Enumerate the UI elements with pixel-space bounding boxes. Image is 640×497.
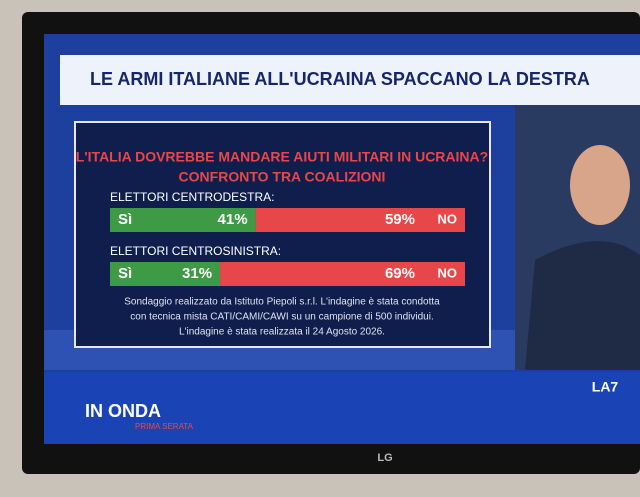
bar-segment [255, 208, 465, 232]
series-label: Sì [118, 211, 132, 228]
bar-segment [110, 262, 221, 286]
value-label: 41% [218, 211, 248, 228]
series-label: Sì [118, 265, 132, 282]
value-label: 69% [385, 265, 415, 282]
lower-band [44, 372, 640, 444]
note: Sondaggio realizzato da Istituto Piepoli… [124, 297, 440, 308]
chart-title: L'ITALIA DOVREBBE MANDARE AIUTI MILITARI… [76, 149, 488, 165]
program-name: IN ONDA [85, 401, 161, 421]
person-head [570, 145, 630, 225]
headline-bar [60, 55, 640, 105]
note: con tecnica mista CATI/CAMI/CAWI su un c… [130, 312, 433, 323]
brand-logo: LG [377, 452, 392, 464]
headline: LE ARMI ITALIANE ALL'UCRAINA SPACCANO LA… [90, 69, 590, 89]
note: L'indagine è stata realizzata il 24 Agos… [179, 327, 385, 338]
person-body [525, 241, 640, 370]
value-label: 59% [385, 211, 415, 228]
bar-segment [220, 262, 465, 286]
program-subtitle: PRIMA SERATA [135, 422, 194, 431]
category-label: ELETTORI CENTROSINISTRA: [110, 244, 281, 258]
bar-segment [110, 208, 256, 232]
chart-subtitle: CONFRONTO TRA COALIZIONI [179, 169, 386, 185]
value-label: 31% [182, 265, 212, 282]
series-label: NO [438, 265, 458, 280]
channel-logo: LA7 [592, 379, 619, 395]
category-label: ELETTORI CENTRODESTRA: [110, 190, 274, 204]
chart-panel [74, 121, 491, 348]
series-label: NO [438, 211, 458, 226]
